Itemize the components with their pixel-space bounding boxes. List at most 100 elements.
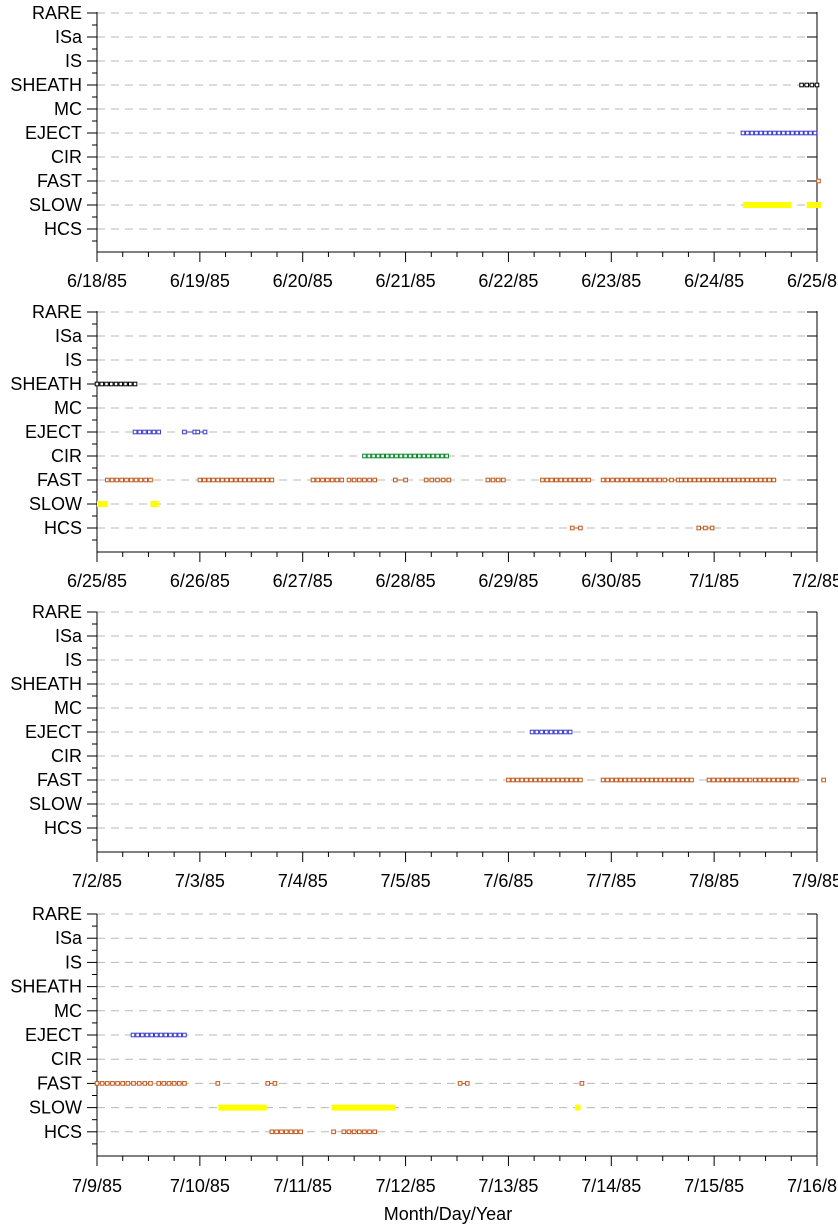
event-bar-slow [97, 501, 108, 507]
event-marker [416, 453, 422, 459]
event-fast [506, 777, 583, 783]
event-marker [785, 130, 791, 136]
event-marker [767, 477, 772, 483]
event-marker [444, 453, 450, 459]
event-marker [799, 130, 804, 136]
y-label-cir: CIR [51, 1049, 82, 1069]
event-marker [662, 477, 668, 483]
series-fast [506, 777, 826, 783]
event-marker [260, 477, 266, 483]
event-marker [421, 453, 427, 459]
event-marker [771, 777, 776, 783]
event-bar-slow [150, 501, 159, 507]
event-sheath [94, 381, 138, 387]
x-tick-label: 7/8/85 [689, 871, 739, 891]
event-fast [600, 477, 662, 483]
event-marker [500, 477, 506, 483]
event-marker [821, 777, 826, 783]
event-marker [569, 525, 575, 531]
event-marker [658, 777, 663, 783]
event-marker [749, 130, 755, 136]
event-eject [529, 729, 573, 735]
event-marker [315, 477, 321, 483]
event-fast [197, 477, 275, 483]
event-marker [573, 777, 579, 783]
event-marker [577, 477, 582, 483]
event-marker [714, 477, 719, 483]
event-marker [182, 429, 187, 435]
event-marker [743, 777, 748, 783]
event-marker [724, 777, 730, 783]
x-tick-label: 7/16/85 [787, 1176, 838, 1196]
y-label-is: IS [65, 51, 82, 71]
event-marker [808, 130, 813, 136]
event-marker [110, 1081, 115, 1086]
event-marker [334, 477, 340, 483]
event-marker [680, 777, 685, 783]
event-marker [671, 777, 677, 783]
event-marker [119, 477, 124, 483]
event-marker [605, 777, 610, 783]
panels-layer: RARE ISa IS SHEATH MC EJECT CIR FAST SLOW HCS 6/18… [10, 3, 838, 1196]
x-tick-label: 6/26/85 [170, 571, 230, 591]
event-sheath [799, 82, 820, 88]
event-marker [731, 477, 737, 483]
event-marker [136, 1081, 142, 1086]
y-label-isa: ISa [55, 27, 83, 47]
event-marker [132, 381, 138, 387]
event-marker [610, 477, 615, 483]
event-marker [171, 1081, 177, 1086]
event-marker [251, 477, 257, 483]
event-marker [539, 729, 544, 735]
event-marker [569, 777, 574, 783]
y-label-mc: MC [54, 698, 82, 718]
event-marker [140, 1032, 145, 1038]
event-marker [423, 477, 429, 483]
event-marker [128, 381, 133, 387]
event-marker [669, 477, 674, 483]
event-marker [749, 477, 755, 483]
event-marker [329, 477, 335, 483]
event-marker [366, 453, 372, 459]
event-marker [614, 777, 619, 783]
event-marker [542, 777, 547, 783]
event-fast [540, 477, 591, 483]
event-marker [215, 477, 221, 483]
event-marker [794, 777, 799, 783]
event-marker [812, 130, 818, 136]
event-marker [131, 1081, 136, 1086]
event-marker [706, 777, 712, 783]
event-marker [446, 477, 452, 483]
event-fast [821, 777, 826, 783]
event-marker [123, 381, 128, 387]
event-marker [272, 1081, 278, 1086]
y-label-fast: FAST [37, 171, 82, 191]
event-marker [553, 729, 559, 735]
event-marker [125, 1081, 131, 1086]
x-tick-label: 7/2/85 [72, 871, 122, 891]
event-marker [662, 777, 668, 783]
event-marker [784, 777, 790, 783]
event-marker [549, 477, 554, 483]
event-marker [372, 477, 378, 483]
event-fast [662, 477, 681, 483]
x-tick-label: 7/13/85 [478, 1176, 538, 1196]
event-marker [524, 777, 529, 783]
x-tick-label: 7/10/85 [170, 1176, 230, 1196]
y-label-mc: MC [54, 99, 82, 119]
x-tick-label: 7/9/85 [792, 871, 838, 891]
event-marker [384, 453, 390, 459]
event-marker [629, 477, 634, 483]
event-marker [151, 429, 157, 435]
event-marker [362, 1129, 367, 1135]
event-marker [356, 1129, 362, 1135]
event-marker [652, 477, 658, 483]
event-marker [619, 477, 625, 483]
event-cir [362, 453, 450, 459]
y-label-fast: FAST [37, 470, 82, 490]
event-marker [464, 1081, 470, 1086]
event-fast [392, 477, 408, 483]
event-marker [715, 777, 721, 783]
event-marker [412, 453, 418, 459]
event-marker [558, 477, 564, 483]
